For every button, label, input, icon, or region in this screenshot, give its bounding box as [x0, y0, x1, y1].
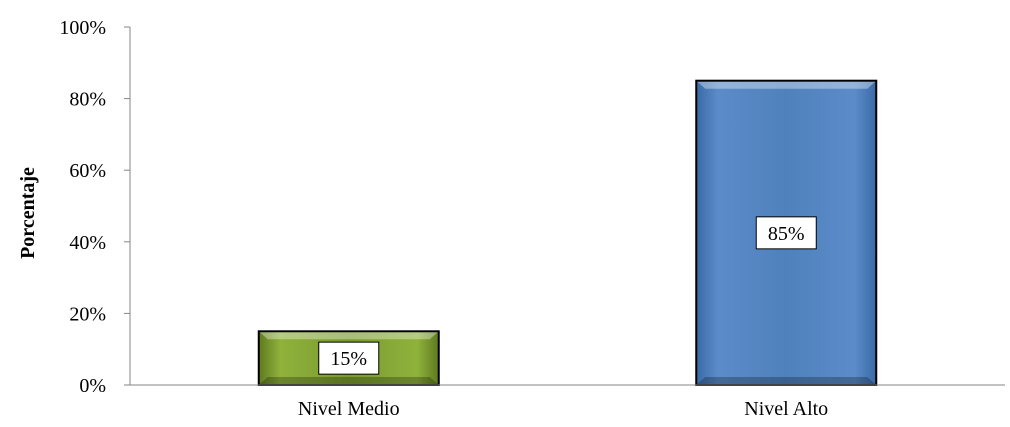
y-tick-label: 80% [69, 89, 106, 111]
axes [129, 27, 1005, 386]
data-label: 15% [330, 348, 367, 370]
x-category-label: Nivel Alto [744, 398, 828, 420]
data-label: 85% [768, 223, 805, 245]
bar-bevel-bottom [259, 377, 438, 384]
y-tick-label: 20% [69, 303, 106, 325]
x-category-label: Nivel Medio [298, 398, 400, 420]
bar-bevel-top [259, 332, 438, 340]
data-label-box [318, 341, 380, 375]
bar-bevel-top [697, 81, 876, 89]
y-tick-label: 40% [69, 232, 106, 254]
data-label-box [755, 216, 817, 250]
bars [257, 79, 878, 386]
y-axis-title: Porcentaje [17, 167, 39, 259]
data-labels: 15% 85% [318, 216, 817, 375]
x-axis-categories: Nivel Medio Nivel Alto [298, 398, 828, 420]
y-axis-ticks: 0% 20% 40% 60% 80% 100% [59, 17, 130, 397]
bar-bevel-bottom [697, 377, 876, 384]
y-tick-label: 100% [59, 17, 106, 39]
y-tick-label: 0% [79, 375, 106, 397]
y-tick-label: 60% [69, 160, 106, 182]
